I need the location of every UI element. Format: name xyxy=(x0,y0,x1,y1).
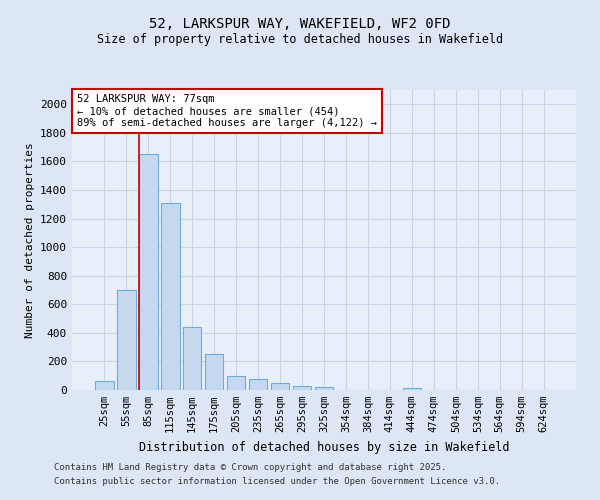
Bar xyxy=(117,290,136,390)
Text: Contains HM Land Registry data © Crown copyright and database right 2025.: Contains HM Land Registry data © Crown c… xyxy=(54,464,446,472)
Text: Contains public sector information licensed under the Open Government Licence v3: Contains public sector information licen… xyxy=(54,477,500,486)
Bar xyxy=(161,203,179,390)
Text: 52, LARKSPUR WAY, WAKEFIELD, WF2 0FD: 52, LARKSPUR WAY, WAKEFIELD, WF2 0FD xyxy=(149,18,451,32)
Bar xyxy=(249,378,268,390)
Text: Size of property relative to detached houses in Wakefield: Size of property relative to detached ho… xyxy=(97,32,503,46)
Bar xyxy=(293,386,311,390)
Bar xyxy=(227,376,245,390)
Text: 52 LARKSPUR WAY: 77sqm
← 10% of detached houses are smaller (454)
89% of semi-de: 52 LARKSPUR WAY: 77sqm ← 10% of detached… xyxy=(77,94,377,128)
Bar xyxy=(271,383,289,390)
Bar xyxy=(205,354,223,390)
Bar xyxy=(403,388,421,390)
Bar xyxy=(95,380,113,390)
Y-axis label: Number of detached properties: Number of detached properties xyxy=(25,142,35,338)
Bar xyxy=(183,327,202,390)
X-axis label: Distribution of detached houses by size in Wakefield: Distribution of detached houses by size … xyxy=(139,440,509,454)
Bar xyxy=(139,154,158,390)
Bar xyxy=(314,387,334,390)
